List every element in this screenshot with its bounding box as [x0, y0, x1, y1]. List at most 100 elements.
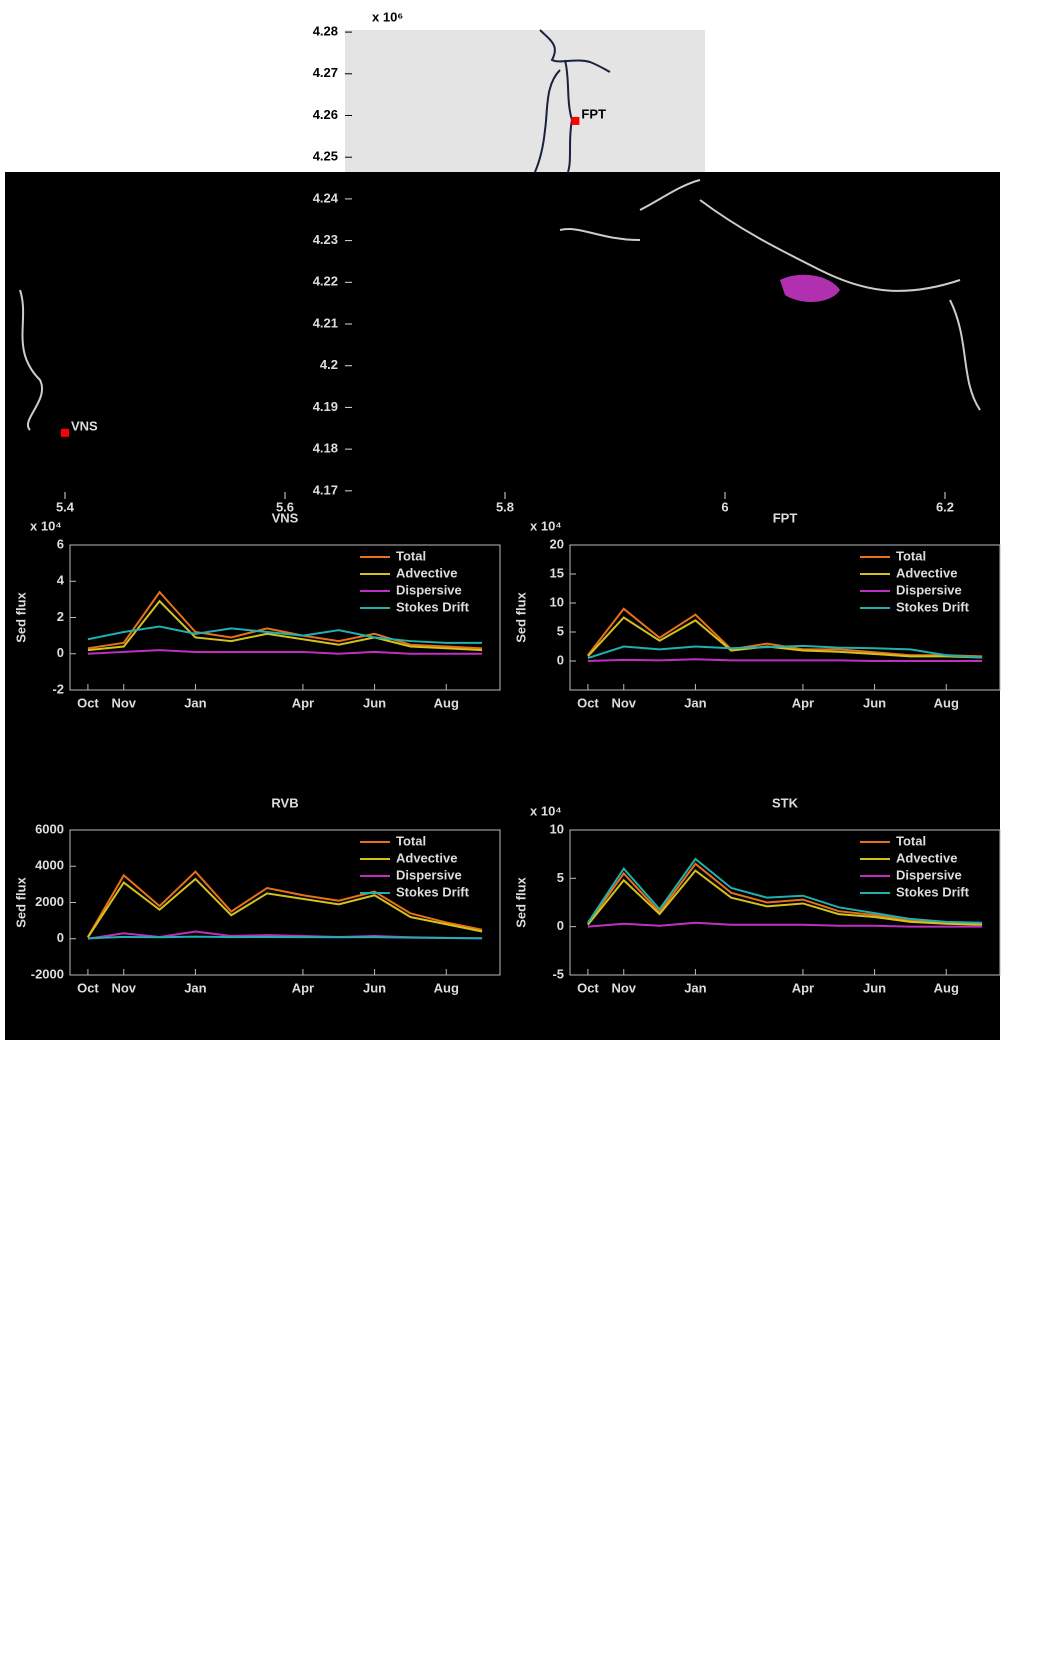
- x-tick-label: Jan: [184, 980, 206, 995]
- station-label: VNS: [71, 418, 98, 433]
- y-axis-label: Sed flux: [513, 876, 528, 927]
- x-tick-label: Jun: [863, 980, 886, 995]
- y-tick-label: 5: [557, 870, 564, 885]
- panel-title: STK: [772, 795, 799, 810]
- y-tick-label: 10: [550, 594, 564, 609]
- legend-label: Stokes Drift: [396, 884, 470, 899]
- legend-label: Stokes Drift: [896, 884, 970, 899]
- series-line: [587, 658, 983, 662]
- y-tick-label: 0: [557, 918, 564, 933]
- legend-label: Stokes Drift: [896, 599, 970, 614]
- y-tick-label: 4000: [35, 858, 64, 873]
- y-tick-label: 4.28: [313, 24, 338, 39]
- y-tick-label: 4.2: [320, 357, 338, 372]
- x-tick-label: Oct: [77, 980, 99, 995]
- y-tick-label: 4.21: [313, 315, 338, 330]
- y-exponent: x 10⁴: [530, 803, 562, 818]
- series-line: [587, 857, 983, 924]
- y-tick-label: 4.19: [313, 399, 338, 414]
- series-line: [87, 599, 483, 652]
- y-axis-label: Sed flux: [13, 876, 28, 927]
- y-tick-label: 4.18: [313, 441, 338, 456]
- station: [61, 428, 69, 437]
- x-tick-label: Apr: [792, 980, 814, 995]
- series-line: [587, 921, 983, 928]
- panel-title: RVB: [271, 795, 298, 810]
- legend-label: Total: [896, 548, 926, 563]
- panel-title: FPT: [773, 510, 798, 525]
- y-exponent: x 10⁴: [530, 518, 562, 533]
- x-tick-label: 6.2: [936, 499, 954, 514]
- y-tick-label: 20: [550, 536, 564, 551]
- x-tick-label: 5.6: [276, 499, 294, 514]
- y-axis-label: Sed flux: [13, 591, 28, 642]
- x-tick-label: Aug: [434, 980, 459, 995]
- x-tick-label: 5.8: [496, 499, 514, 514]
- x-tick-label: Jun: [863, 695, 886, 710]
- x-tick-label: Oct: [577, 980, 599, 995]
- y-exponent: x 10⁴: [30, 518, 62, 533]
- series-line: [87, 649, 483, 655]
- legend-label: Advective: [896, 565, 957, 580]
- x-tick-label: Apr: [292, 980, 314, 995]
- x-tick-label: 6: [721, 499, 728, 514]
- y-axis-label: Sed flux: [513, 591, 528, 642]
- legend-label: Dispersive: [396, 582, 462, 597]
- y-tick-label: -2: [52, 681, 64, 696]
- x-tick-label: Aug: [934, 695, 959, 710]
- y-tick-label: 15: [550, 565, 564, 580]
- series-line: [587, 644, 983, 660]
- x-tick-label: Aug: [434, 695, 459, 710]
- legend-label: Total: [396, 833, 426, 848]
- y-tick-label: 0: [57, 645, 64, 660]
- y-tick-label: 2000: [35, 894, 64, 909]
- legend-label: Total: [896, 833, 926, 848]
- x-tick-label: Jan: [184, 695, 206, 710]
- series-line: [87, 590, 483, 650]
- series-line: [87, 870, 483, 938]
- station-label: FPT: [581, 106, 606, 121]
- legend-label: Total: [396, 548, 426, 563]
- legend-label: Advective: [396, 565, 457, 580]
- y-tick-label: 5: [557, 623, 564, 638]
- x-tick-label: Jun: [363, 980, 386, 995]
- y-tick-label: 4.24: [313, 190, 339, 205]
- x-tick-label: Oct: [577, 695, 599, 710]
- coastline: [19, 179, 981, 431]
- bay: [780, 274, 840, 302]
- y-tick-label: 4: [57, 573, 65, 588]
- plot-frame: [569, 829, 1001, 976]
- y-tick-label: 6: [57, 536, 64, 551]
- y-tick-label: 10: [550, 821, 564, 836]
- y-tick-label: 6000: [35, 821, 64, 836]
- panel-title: VNS: [272, 510, 299, 525]
- y-tick-label: 0: [57, 930, 64, 945]
- y-tick-label: -5: [552, 966, 564, 981]
- x-tick-label: Oct: [77, 695, 99, 710]
- map-exponent: x 10⁶: [372, 9, 403, 24]
- x-tick-label: Nov: [111, 695, 136, 710]
- y-tick-label: -2000: [31, 966, 64, 981]
- y-tick-label: 4.22: [313, 274, 338, 289]
- y-tick-label: 4.26: [313, 107, 338, 122]
- legend-label: Advective: [396, 850, 457, 865]
- x-tick-label: Jun: [363, 695, 386, 710]
- series-line: [87, 935, 483, 940]
- y-tick-label: 4.25: [313, 149, 338, 164]
- x-tick-label: 5.4: [56, 499, 75, 514]
- y-tick-label: 0: [557, 652, 564, 667]
- series-line: [587, 869, 983, 926]
- series-line: [87, 625, 483, 644]
- legend-label: Dispersive: [396, 867, 462, 882]
- x-tick-label: Jan: [684, 980, 706, 995]
- x-tick-label: Aug: [934, 980, 959, 995]
- station: [571, 116, 580, 125]
- x-tick-label: Nov: [611, 695, 636, 710]
- y-tick-label: 2: [57, 609, 64, 624]
- legend-label: Dispersive: [896, 582, 962, 597]
- map-area: [345, 30, 705, 172]
- y-tick-label: 4.17: [313, 482, 338, 497]
- plot-frame: [569, 544, 1001, 691]
